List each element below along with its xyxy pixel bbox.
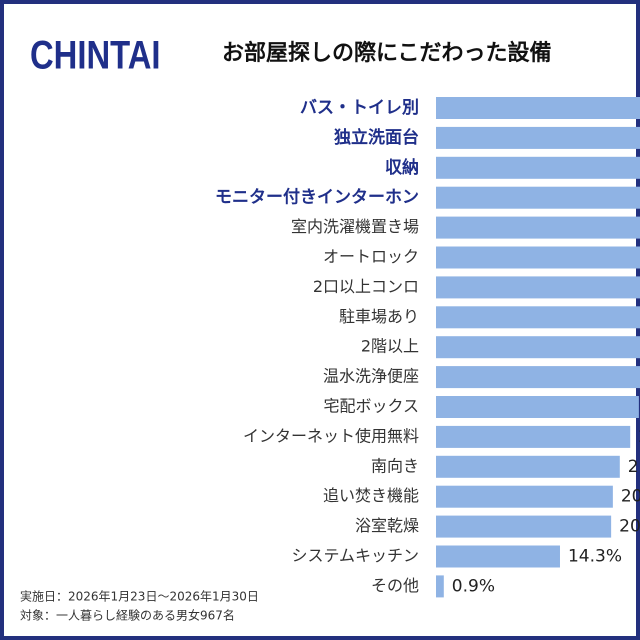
category-label: 宅配ボックス	[323, 397, 419, 416]
bar	[436, 396, 639, 418]
bar	[436, 575, 444, 598]
value-label: 21.2%	[628, 457, 640, 477]
note: 実施日：2026年1月23日〜2026年1月30日	[20, 589, 259, 604]
category-label: オートロック	[323, 247, 419, 266]
bar	[436, 336, 640, 359]
bar	[436, 425, 631, 448]
category-label: インターネット使用無料	[243, 426, 419, 445]
bar	[436, 126, 640, 149]
chart-title: お部屋探しの際にこだわった設備	[222, 40, 552, 66]
bar	[436, 485, 613, 508]
bar	[436, 455, 620, 478]
category-label: 独立洗面台	[334, 127, 419, 148]
logo: CHINTAI	[30, 32, 161, 77]
value-label: 20.2%	[619, 517, 640, 537]
value-label: 14.3%	[568, 547, 622, 567]
bar	[436, 276, 640, 299]
category-label: モニター付きインターホン	[215, 187, 419, 208]
category-label: 追い焚き機能	[323, 486, 419, 505]
category-label: 南向き	[371, 456, 419, 475]
category-label: その他	[371, 576, 419, 595]
bar	[436, 216, 640, 239]
bar	[436, 186, 640, 209]
category-label: 浴室乾燥	[355, 516, 419, 535]
category-label: 収納	[385, 157, 419, 178]
value-label: 22.4%	[638, 427, 640, 447]
bar	[436, 156, 640, 179]
category-label: 温水洗浄便座	[323, 367, 419, 386]
category-label: 駐車場あり	[339, 307, 419, 326]
category-label: バス・トイレ別	[300, 98, 419, 118]
note: 対象：一人暮らし経験のある男女967名	[20, 608, 235, 623]
bar	[436, 246, 640, 269]
bar	[436, 366, 640, 389]
category-label: 2口以上コンロ	[313, 277, 419, 296]
value-label: 0.9%	[452, 576, 495, 596]
category-label: 室内洗濯機置き場	[291, 217, 419, 236]
value-label: 20.4%	[621, 487, 640, 507]
category-label: システムキッチン	[291, 546, 419, 565]
category-label: 2階以上	[361, 337, 419, 356]
bar	[436, 545, 560, 568]
bar	[436, 97, 640, 119]
bar	[436, 306, 640, 329]
bar	[436, 515, 612, 538]
